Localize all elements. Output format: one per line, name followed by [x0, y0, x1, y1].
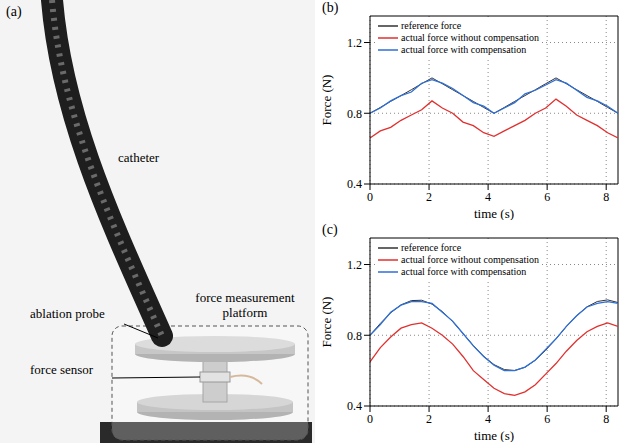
svg-text:8: 8: [603, 412, 609, 426]
svg-text:0.4: 0.4: [347, 399, 362, 413]
svg-text:Force (N): Force (N): [319, 297, 334, 348]
html-text:actual force with compensation: actual force with compensation: [401, 266, 527, 277]
svg-text:8: 8: [603, 190, 609, 204]
svg-text:time (s): time (s): [474, 206, 514, 220]
html-text:actual force without compensat: actual force without compensation: [401, 254, 539, 265]
html-text:reference force: reference force: [401, 20, 462, 31]
html-text:reference force: reference force: [401, 242, 462, 253]
html-text:(c): (c): [322, 222, 338, 237]
svg-text:4: 4: [485, 412, 491, 426]
svg-text:6: 6: [544, 412, 550, 426]
svg-text:4: 4: [485, 190, 491, 204]
svg-text:time (s): time (s): [474, 428, 514, 442]
svg-text:0: 0: [367, 190, 373, 204]
html-text:(b): (b): [322, 0, 339, 15]
svg-text:0.4: 0.4: [347, 177, 362, 191]
svg-text:1.2: 1.2: [347, 36, 362, 50]
html-text:force sensor: force sensor: [30, 362, 94, 377]
svg-text:2: 2: [426, 190, 432, 204]
svg-text:0: 0: [367, 412, 373, 426]
svg-text:0.8: 0.8: [347, 107, 362, 121]
svg-text:6: 6: [544, 190, 550, 204]
html-text:ablation probe: ablation probe: [30, 306, 105, 321]
svg-text:1.2: 1.2: [347, 258, 362, 272]
html-text:(a): (a): [6, 4, 22, 19]
html-text:catheter: catheter: [118, 150, 160, 165]
svg-text:Force (N): Force (N): [319, 75, 334, 126]
html-text:actual force without compensat: actual force without compensation: [401, 32, 539, 43]
html-text:force measurement platform: force measurement platform: [195, 290, 295, 320]
svg-text:2: 2: [426, 412, 432, 426]
svg-text:0.8: 0.8: [347, 329, 362, 343]
html-text:actual force with compensation: actual force with compensation: [401, 44, 527, 55]
